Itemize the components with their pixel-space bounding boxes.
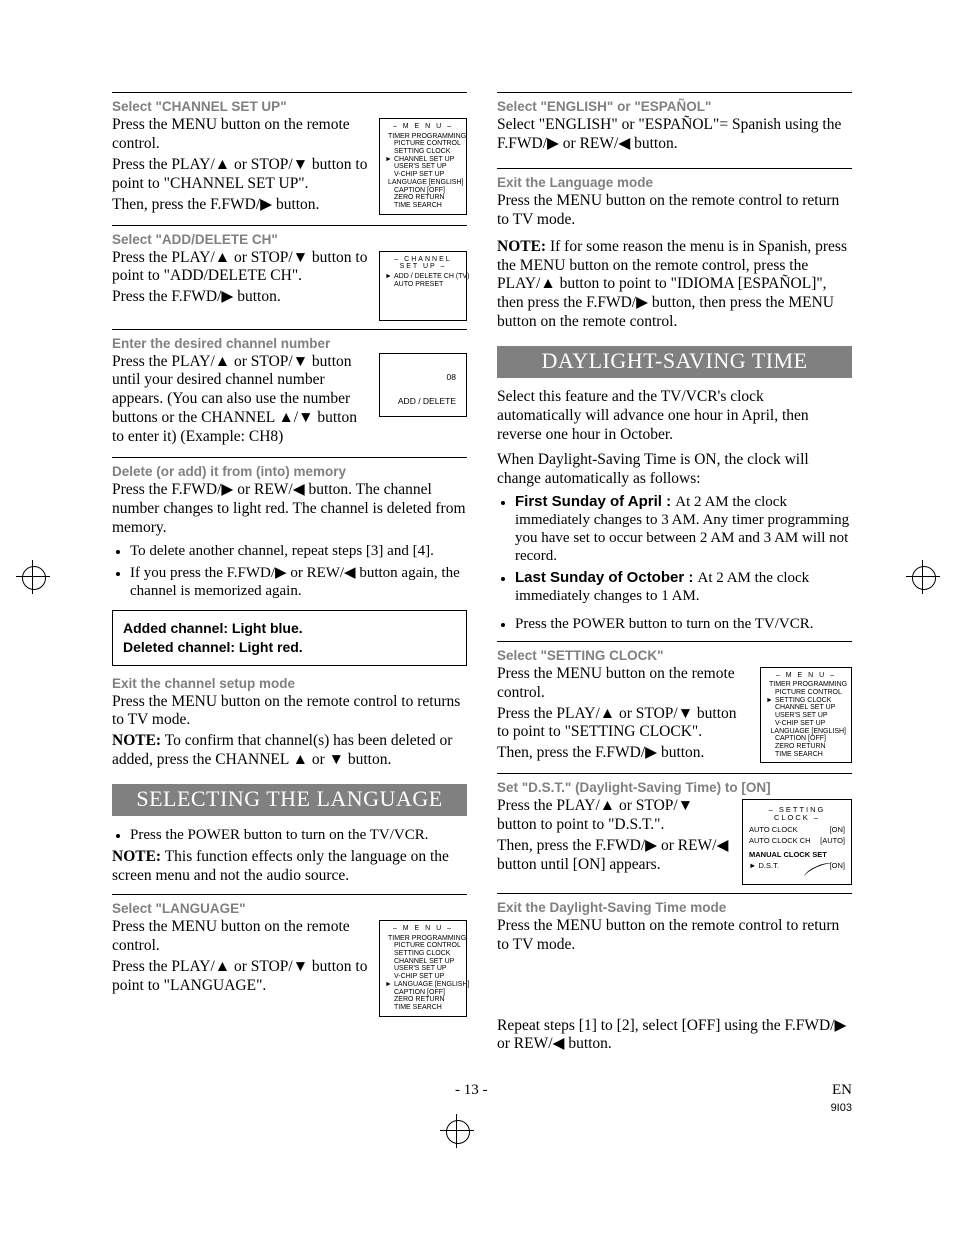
osd-row: CAPTION [OFF]: [385, 989, 461, 997]
body-text: Press the MENU button on the remote cont…: [112, 918, 369, 956]
osd-row: TIME SEARCH: [766, 751, 846, 759]
body-text: Select "ENGLISH" or "ESPAÑOL"= Spanish u…: [497, 116, 852, 154]
osd-row: V-CHIP SET UP: [766, 720, 846, 728]
crop-mark-right: [906, 560, 940, 594]
osd-row: V-CHIP SET UP: [385, 973, 461, 981]
note-text: NOTE: To confirm that channel(s) has bee…: [112, 732, 467, 770]
osd-row: SETTING CLOCK: [385, 950, 461, 958]
osd-row: TIMER PROGRAMMING: [385, 133, 461, 141]
osd-row: CHANNEL SET UP: [385, 958, 461, 966]
page-number: - 13 -: [455, 1082, 488, 1116]
osd-row: ►LANGUAGE [ENGLISH]: [385, 981, 461, 989]
right-column: Select "ENGLISH" or "ESPAÑOL" Select "EN…: [497, 84, 852, 1056]
osd-row: ZERO RETURN: [385, 194, 461, 202]
step-head: Set "D.S.T." (Daylight-Saving Time) to […: [497, 780, 852, 795]
osd-row: LANGUAGE [ENGLISH]: [385, 179, 461, 187]
osd-row: USER'S SET UP: [385, 965, 461, 973]
osd-row: USER'S SET UP: [766, 712, 846, 720]
bullet-list: To delete another channel, repeat steps …: [112, 542, 467, 600]
osd-row: ZERO RETURN: [385, 996, 461, 1004]
osd-row: TIMER PROGRAMMING: [385, 935, 461, 943]
body-text: Press the MENU button on the remote cont…: [497, 917, 852, 955]
note-text: NOTE: This function effects only the lan…: [112, 848, 467, 886]
body-text: Press the PLAY/▲ or STOP/▼ button until …: [112, 353, 369, 448]
crop-mark-bottom: [440, 1114, 474, 1148]
bullet-list: First Sunday of April : At 2 AM the cloc…: [497, 493, 852, 605]
osd-row: PICTURE CONTROL: [385, 942, 461, 950]
osd-row: V-CHIP SET UP: [385, 171, 461, 179]
step-head: Select "ENGLISH" or "ESPAÑOL": [497, 99, 852, 114]
osd-row: CAPTION [OFF]: [385, 187, 461, 195]
step-head: Select "LANGUAGE": [112, 901, 467, 916]
body-text: Press the F.FWD/▶ button.: [112, 288, 369, 307]
osd-row: ►CHANNEL SET UP: [385, 156, 461, 164]
page-footer: - 13 - EN 9I03: [112, 1082, 852, 1116]
crop-mark-left: [16, 560, 50, 594]
body-text: Then, press the F.FWD/▶ or REW/◀ button …: [497, 837, 732, 875]
step-head: Select "ADD/DELETE CH": [112, 232, 467, 247]
body-text: Press the PLAY/▲ or STOP/▼ button to poi…: [497, 797, 732, 835]
body-text: Press the PLAY/▲ or STOP/▼ button to poi…: [112, 249, 369, 287]
osd-row: ZERO RETURN: [766, 743, 846, 751]
body-text: Then, press the F.FWD/▶ button.: [112, 196, 369, 215]
step-head: Select "CHANNEL SET UP": [112, 99, 467, 114]
body-text: Press the MENU button on the remote cont…: [497, 665, 750, 703]
osd-row: AUTO PRESET: [385, 281, 461, 289]
section-banner-language: SELECTING THE LANGUAGE: [112, 784, 467, 816]
osd-row: PICTURE CONTROL: [766, 689, 846, 697]
osd-row: LANGUAGE [ENGLISH]: [766, 728, 846, 736]
body-text: Press the MENU button on the remote cont…: [497, 192, 852, 230]
step-head: Select "SETTING CLOCK": [497, 648, 852, 663]
body-text: Press the MENU button on the remote cont…: [112, 116, 369, 154]
osd-channel-setup: – CHANNEL SET UP – ►ADD / DELETE CH (TV)…: [379, 251, 467, 321]
body-text: Press the F.FWD/▶ or REW/◀ button. The c…: [112, 481, 467, 538]
osd-channel-number: 08 ADD / DELETE: [379, 353, 467, 417]
bullet-list: Press the POWER button to turn on the TV…: [112, 826, 467, 844]
osd-row: TIME SEARCH: [385, 202, 461, 210]
left-column: Select "CHANNEL SET UP" Press the MENU b…: [112, 84, 467, 1056]
body-text: Press the PLAY/▲ or STOP/▼ button to poi…: [112, 958, 369, 996]
body-text: Select this feature and the TV/VCR's clo…: [497, 388, 852, 445]
osd-row: ►SETTING CLOCK: [766, 697, 846, 705]
osd-row: CAPTION [OFF]: [766, 735, 846, 743]
body-text: Press the PLAY/▲ or STOP/▼ button to poi…: [112, 156, 369, 194]
osd-setting-clock: – SETTING CLOCK – AUTO CLOCK[ON] AUTO CL…: [742, 799, 852, 885]
osd-row: TIME SEARCH: [385, 1004, 461, 1012]
footer-lang: EN: [832, 1082, 852, 1098]
body-text: Press the PLAY/▲ or STOP/▼ button to poi…: [497, 705, 750, 743]
osd-row: SETTING CLOCK: [385, 148, 461, 156]
osd-row: ►ADD / DELETE CH (TV): [385, 273, 461, 281]
osd-row: TIMER PROGRAMMING: [766, 681, 846, 689]
step-head: Enter the desired channel number: [112, 336, 467, 351]
footer-code: 9I03: [831, 1102, 852, 1114]
body-text: Press the MENU button on the remote cont…: [112, 693, 467, 731]
note-text: NOTE: If for some reason the menu is in …: [497, 238, 852, 333]
body-text: When Daylight-Saving Time is ON, the clo…: [497, 451, 852, 489]
step-head: Exit the Daylight-Saving Time mode: [497, 900, 852, 915]
step-head: Exit the channel setup mode: [112, 676, 467, 691]
osd-row: PICTURE CONTROL: [385, 140, 461, 148]
osd-menu-1: – M E N U – TIMER PROGRAMMINGPICTURE CON…: [379, 118, 467, 215]
info-box: Added channel: Light blue. Deleted chann…: [112, 610, 467, 666]
osd-menu-2: – M E N U – TIMER PROGRAMMINGPICTURE CON…: [379, 920, 467, 1017]
bullet-list: Press the POWER button to turn on the TV…: [497, 615, 852, 633]
body-text: Then, press the F.FWD/▶ button.: [497, 744, 750, 763]
osd-row: CHANNEL SET UP: [766, 704, 846, 712]
section-banner-dst: DAYLIGHT-SAVING TIME: [497, 346, 852, 378]
step-head: Exit the Language mode: [497, 175, 852, 190]
osd-row: USER'S SET UP: [385, 163, 461, 171]
body-text: Repeat steps [1] to [2], select [OFF] us…: [497, 1017, 852, 1055]
step-head: Delete (or add) it from (into) memory: [112, 464, 467, 479]
osd-menu-3: – M E N U – TIMER PROGRAMMINGPICTURE CON…: [760, 667, 852, 764]
